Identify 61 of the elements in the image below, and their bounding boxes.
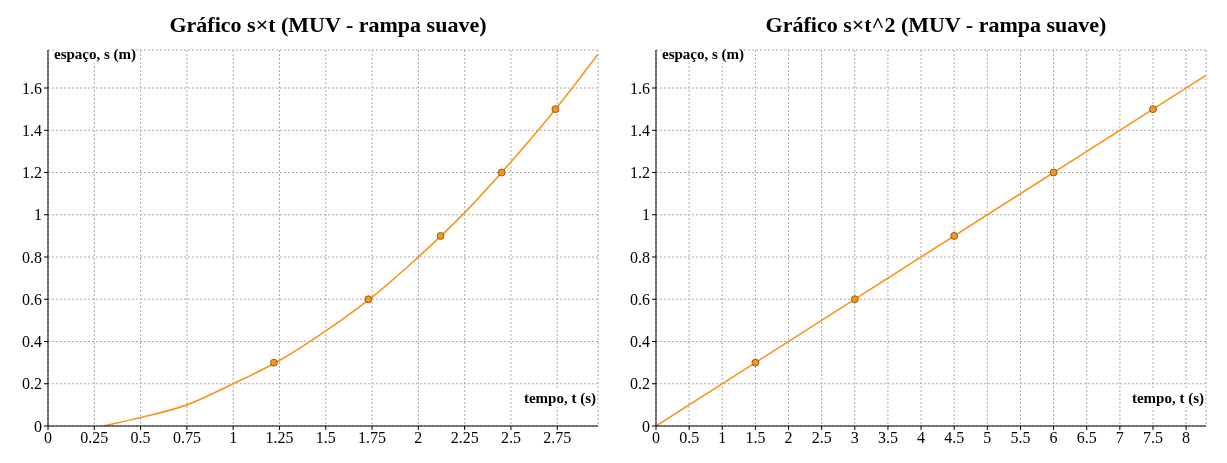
x-tick-label: 4 bbox=[917, 429, 926, 447]
y-tick-label: 1.4 bbox=[630, 121, 650, 139]
x-tick-label: 3.5 bbox=[877, 429, 898, 447]
x-tick-label: 0.5 bbox=[130, 429, 151, 447]
x-tick-label: 2.5 bbox=[811, 429, 832, 447]
point bbox=[270, 358, 278, 367]
x-tick-label: 2.5 bbox=[500, 429, 521, 447]
x-tick-label: 1.5 bbox=[745, 429, 766, 447]
x-tick-label: 2 bbox=[784, 429, 793, 447]
y-axis-title: espaço, s (m) bbox=[662, 46, 745, 63]
x-axis-title: tempo, t (s) bbox=[1131, 390, 1204, 407]
x-tick-label: 1.5 bbox=[315, 429, 336, 447]
x-tick-label: 1 bbox=[718, 429, 727, 447]
chart-title: Gráfico s×t (MUV - rampa suave) bbox=[168, 11, 488, 39]
x-tick-label: 2 bbox=[414, 429, 423, 447]
x-tick-label: 2.25 bbox=[450, 429, 479, 447]
y-tick-label: 0.2 bbox=[22, 375, 42, 393]
y-tick-label: 1.6 bbox=[630, 79, 650, 97]
x-tick-label: 5.5 bbox=[1010, 429, 1031, 447]
x-tick-label: 7.5 bbox=[1142, 429, 1163, 447]
y-tick-label: 0.4 bbox=[22, 333, 42, 351]
y-tick-label: 0.8 bbox=[630, 248, 650, 266]
y-tick-label: 1 bbox=[642, 206, 650, 224]
x-tick-label: 2.75 bbox=[543, 429, 572, 447]
point bbox=[1149, 105, 1157, 114]
x-tick-label: 5 bbox=[983, 429, 992, 447]
point bbox=[551, 105, 560, 114]
y-tick-label: 1.4 bbox=[22, 121, 42, 139]
y-tick-label: 1.6 bbox=[22, 79, 42, 97]
y-tick-label: 0 bbox=[34, 417, 42, 435]
point bbox=[497, 168, 506, 177]
x-tick-label: 8 bbox=[1182, 429, 1191, 447]
chart-title: Gráfico s×t^2 (MUV - rampa suave) bbox=[764, 11, 1108, 39]
y-tick-label: 0.6 bbox=[630, 290, 650, 308]
point bbox=[1049, 168, 1058, 177]
x-tick-label: 6 bbox=[1049, 429, 1058, 447]
point bbox=[850, 295, 859, 304]
y-tick-label: 1.2 bbox=[630, 164, 650, 182]
x-tick-label: 1 bbox=[229, 429, 238, 447]
y-tick-label: 0 bbox=[642, 417, 650, 435]
y-tick-label: 1.2 bbox=[22, 164, 42, 182]
y-tick-label: 0.8 bbox=[22, 248, 42, 266]
y-tick-label: 0.6 bbox=[22, 290, 42, 308]
x-tick-label: 6.5 bbox=[1076, 429, 1097, 447]
y-axis-title: espaço, s (m) bbox=[54, 46, 137, 63]
x-tick-label: 1.25 bbox=[265, 429, 294, 447]
x-tick-label: 4.5 bbox=[944, 429, 965, 447]
point bbox=[950, 231, 959, 240]
x-tick-label: 3 bbox=[850, 429, 859, 447]
x-tick-label: 0.5 bbox=[679, 429, 700, 447]
x-tick-label: 1.75 bbox=[358, 429, 387, 447]
x-tick-label: 0.75 bbox=[172, 429, 201, 447]
point bbox=[436, 231, 445, 240]
point bbox=[364, 295, 373, 304]
x-tick-label: 7 bbox=[1115, 429, 1124, 447]
x-tick-label: 0.25 bbox=[80, 429, 109, 447]
y-tick-label: 1 bbox=[34, 206, 42, 224]
point bbox=[751, 358, 760, 367]
y-tick-label: 0.2 bbox=[630, 375, 650, 393]
x-axis-title: tempo, t (s) bbox=[523, 390, 596, 407]
y-tick-label: 0.4 bbox=[630, 333, 650, 351]
